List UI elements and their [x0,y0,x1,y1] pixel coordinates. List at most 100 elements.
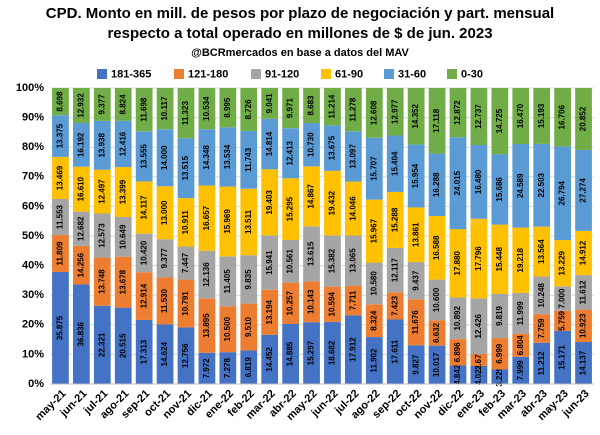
bar-segment [365,337,383,384]
bar-segment [407,144,425,208]
bar-segment [491,154,509,225]
data-label: 16.588 [432,235,441,260]
data-label: 7.999 [516,360,525,381]
data-label: 16.610 [76,176,85,201]
bar-segment [177,327,195,384]
bar-segment [156,88,174,130]
data-label: 10.594 [328,291,337,316]
data-label: 15.967 [369,218,378,243]
data-label: 14.137 [579,350,588,375]
bar-segment [575,275,592,310]
bar-segment [73,284,90,384]
data-label: 11.698 [139,97,148,122]
data-label: 12.497 [97,179,106,204]
data-label: 9.510 [244,316,253,337]
data-label: 13.399 [118,179,127,204]
data-label: 10.534 [202,96,211,121]
data-label: 8.683 [307,95,316,116]
data-label: 11.323 [181,101,190,126]
data-label: 12.914 [139,283,148,308]
source-note: @BCRmercados en base a datos del MAV [191,47,409,59]
bar-segment [114,88,132,121]
legend-label: 61-90 [335,68,363,80]
bar-segment [261,334,279,384]
data-label: 12.932 [76,93,85,118]
data-label: 12.136 [202,262,211,287]
legend-swatch [97,69,107,79]
data-label: 36.836 [76,321,85,346]
bar-segment [303,322,320,384]
bar-segment [219,127,237,187]
data-label: 13.194 [265,299,274,324]
bar-segment [512,143,530,228]
legend-swatch [321,69,331,79]
bar-segment [114,120,132,168]
data-label: 15.707 [369,156,378,181]
bar-segment [512,333,530,357]
data-label: 20.515 [118,333,127,358]
bar-segment [219,186,237,257]
bar-segment [198,352,216,384]
data-label: 10.892 [453,305,462,330]
bar-segment [470,365,488,384]
bar-segment [73,166,90,212]
data-label: 13.534 [223,144,232,169]
bar-segment [575,342,592,384]
bar-segment [470,88,488,146]
data-label: 17.880 [453,250,462,275]
bar-segment [282,282,299,324]
data-label: 10.911 [181,210,190,235]
bar-segment [73,88,90,123]
data-label: 10.143 [307,289,316,314]
y-tick-label: 50% [22,230,44,242]
bar-segment [512,356,530,384]
data-label: 16.706 [558,104,567,129]
bar-segment [135,272,153,320]
data-label: 15.171 [558,345,567,370]
bar-segment [282,239,299,283]
bar-segment [177,198,195,247]
legend-swatch [384,69,394,79]
data-label: 6.804 [516,335,525,356]
data-label: 2.672 [474,349,483,370]
bar-segment [365,304,383,338]
bar-segment [282,88,299,129]
bar-segment [491,369,509,384]
data-label: 17.611 [390,339,399,364]
y-tick-label: 0% [28,378,44,390]
legend-label: 121-180 [188,68,228,80]
data-label: 10.923 [579,313,588,338]
bar-segment [156,324,174,384]
data-label: 24.015 [453,170,462,195]
bar-segment [345,181,362,236]
data-label: 17.118 [432,108,441,133]
bar-segment [428,216,446,280]
bar-segment [407,207,425,263]
bar-segment [93,120,111,170]
data-label: 7.447 [181,253,190,274]
bar-segment [533,276,551,315]
bar-segment [386,191,404,248]
data-label: 14.000 [160,145,169,170]
bar-segment [177,88,195,139]
data-label: 13.097 [348,144,357,169]
data-label: 3.229 [495,366,504,387]
y-tick-label: 100% [16,82,44,94]
y-tick-label: 70% [22,171,44,183]
bar-segment [198,250,216,299]
data-label: 15.297 [307,340,316,365]
data-label: 14.348 [202,145,211,170]
bar-segment [386,247,404,293]
bar-segment [114,167,132,218]
data-label: 12.413 [286,140,295,165]
bar-segment [198,185,216,251]
bar-segment [491,224,509,294]
bar-segment [324,125,341,171]
bar-segment [240,130,258,189]
data-label: 13.065 [348,248,357,273]
bar-segment [407,299,425,346]
data-label: 15.382 [328,248,337,273]
bar-segment [282,323,299,384]
data-label: 12.682 [76,216,85,241]
bar-segment [282,178,299,240]
